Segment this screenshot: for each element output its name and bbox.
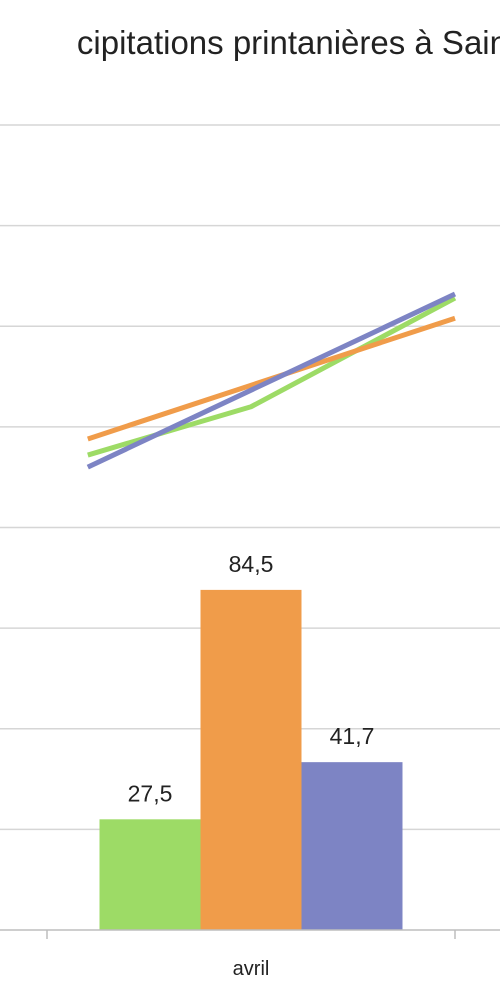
x-tick-label: avril [233,958,270,980]
chart-title: cipitations printanières à Sain [0,20,500,70]
chart-title-text: cipitations printanières à Sain [76,24,500,61]
bar [200,589,302,930]
x-axis: avril [0,929,500,980]
trendlines [86,291,457,470]
bar [99,819,201,930]
bar [301,762,403,930]
data-labels: 27,5 84,5 41,7 [128,551,375,806]
bar-value-label: 27,5 [128,780,173,806]
bar-value-label: 41,7 [330,723,375,749]
trend-line [86,291,457,470]
bar-value-label: 84,5 [229,551,274,577]
bars [99,589,403,930]
